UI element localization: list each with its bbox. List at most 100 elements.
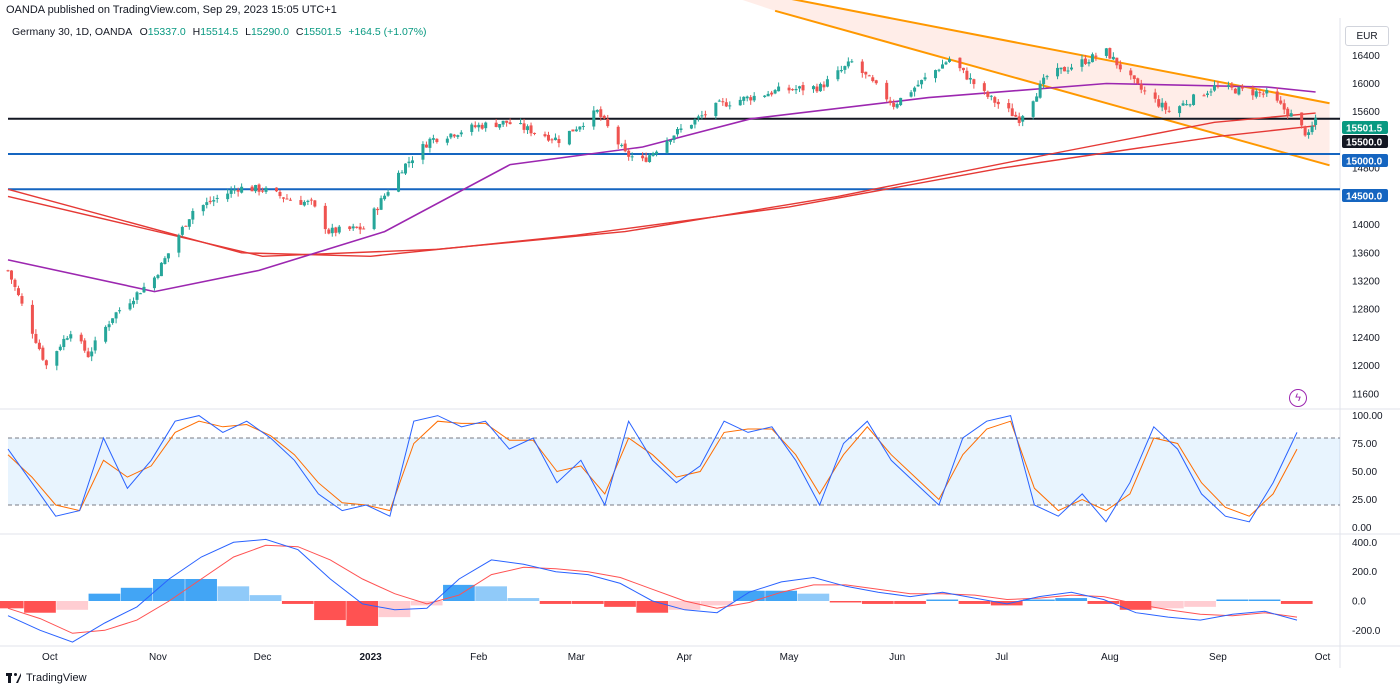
candle-body bbox=[630, 156, 634, 158]
macd-histogram-bar bbox=[700, 601, 733, 606]
candle-body bbox=[163, 258, 167, 265]
candle-body bbox=[1289, 113, 1293, 117]
candle-body bbox=[899, 97, 903, 106]
stochastic-band-fill bbox=[8, 437, 1340, 506]
candle-body bbox=[191, 210, 195, 220]
candle-body bbox=[34, 333, 38, 343]
price-tick-label: 13200 bbox=[1352, 277, 1380, 288]
candle-body bbox=[885, 82, 889, 100]
candle-body bbox=[599, 109, 603, 117]
candle-body bbox=[404, 163, 408, 174]
price-label-tag bbox=[1342, 154, 1388, 167]
candle-body bbox=[1014, 114, 1018, 117]
candle-body bbox=[44, 360, 48, 366]
candle-body bbox=[309, 199, 313, 201]
close-value: 15501.5 bbox=[303, 26, 342, 38]
candle-body bbox=[867, 75, 871, 77]
macd-histogram-bar bbox=[56, 601, 89, 610]
candle-body bbox=[672, 135, 676, 141]
macd-tick-label: 400.0 bbox=[1352, 538, 1377, 549]
candle-body bbox=[334, 227, 338, 233]
candle-body bbox=[1010, 108, 1014, 117]
candle-body bbox=[581, 125, 585, 127]
candle-body bbox=[480, 124, 484, 129]
candle-body bbox=[1286, 108, 1290, 116]
candle-body bbox=[550, 139, 554, 141]
macd-histogram-bar bbox=[571, 601, 604, 604]
candle-body bbox=[1282, 103, 1286, 110]
macd-histogram-bar bbox=[1184, 601, 1216, 607]
macd-histogram-bar bbox=[733, 590, 765, 601]
candle-body bbox=[989, 95, 993, 97]
candle-body bbox=[330, 227, 334, 234]
candle-body bbox=[177, 235, 181, 253]
candle-body bbox=[1017, 116, 1021, 123]
candle-body bbox=[546, 134, 550, 141]
candle-body bbox=[1045, 76, 1049, 78]
time-tick-label: Mar bbox=[568, 652, 586, 663]
macd-histogram-bar bbox=[1055, 598, 1088, 601]
candle-body bbox=[993, 97, 997, 103]
candle-body bbox=[777, 86, 781, 92]
price-tick-label: 11600 bbox=[1352, 389, 1380, 400]
candle-body bbox=[435, 138, 439, 143]
candle-body bbox=[1261, 93, 1265, 95]
candle-body bbox=[1251, 89, 1255, 96]
candle-body bbox=[595, 109, 599, 112]
candle-body bbox=[798, 86, 802, 89]
candle-body bbox=[1258, 92, 1262, 94]
macd-histogram-bar bbox=[1280, 601, 1313, 604]
candle-body bbox=[456, 135, 460, 137]
candle-body bbox=[261, 190, 265, 192]
candle-body bbox=[473, 125, 477, 128]
candle-body bbox=[578, 126, 582, 130]
candle-body bbox=[215, 197, 219, 199]
candle-body bbox=[1087, 61, 1091, 64]
candle-body bbox=[1164, 102, 1168, 110]
macd-histogram-bar bbox=[958, 601, 991, 604]
currency-button[interactable]: EUR bbox=[1345, 26, 1389, 46]
time-tick-label: Apr bbox=[677, 652, 693, 663]
candle-body bbox=[299, 200, 303, 205]
candle-body bbox=[128, 303, 132, 310]
macd-histogram-bar bbox=[894, 601, 926, 604]
candle-body bbox=[770, 92, 774, 95]
candle-body bbox=[700, 115, 704, 117]
brand-name: TradingView bbox=[26, 672, 87, 684]
flash-icon[interactable]: ϟ bbox=[1289, 389, 1307, 407]
candle-body bbox=[972, 79, 976, 85]
price-label-text: 15501.5 bbox=[1346, 124, 1383, 135]
candle-body bbox=[606, 118, 610, 127]
time-tick-label: Jun bbox=[889, 652, 905, 663]
candle-body bbox=[689, 124, 693, 129]
time-tick-label: Sep bbox=[1209, 652, 1227, 663]
price-label-text: 15000.0 bbox=[1346, 157, 1383, 168]
candle-body bbox=[1310, 126, 1314, 133]
candle-body bbox=[470, 124, 474, 132]
candle-body bbox=[313, 200, 317, 207]
candle-body bbox=[864, 71, 868, 75]
candle-body bbox=[846, 61, 850, 67]
candle-body bbox=[892, 102, 896, 107]
candle-body bbox=[1070, 67, 1074, 70]
candle-body bbox=[107, 324, 111, 328]
candle-body bbox=[1254, 91, 1258, 97]
candle-body bbox=[505, 120, 509, 123]
macd-histogram-bar bbox=[88, 593, 121, 601]
candle-body bbox=[1132, 75, 1136, 80]
open-label: O bbox=[139, 26, 148, 38]
candle-body bbox=[132, 300, 136, 305]
candle-body bbox=[1185, 104, 1189, 106]
candle-body bbox=[1216, 86, 1220, 88]
candle-body bbox=[986, 91, 990, 97]
change-value: +164.5 (+1.07%) bbox=[348, 26, 427, 38]
candle-body bbox=[428, 138, 432, 148]
macd-histogram-bar bbox=[990, 601, 1023, 606]
candle-body bbox=[794, 88, 798, 91]
candle-body bbox=[1300, 112, 1304, 126]
candle-body bbox=[526, 126, 530, 131]
time-tick-label: Feb bbox=[470, 652, 488, 663]
candle-body bbox=[655, 151, 659, 154]
candle-body bbox=[665, 140, 669, 153]
